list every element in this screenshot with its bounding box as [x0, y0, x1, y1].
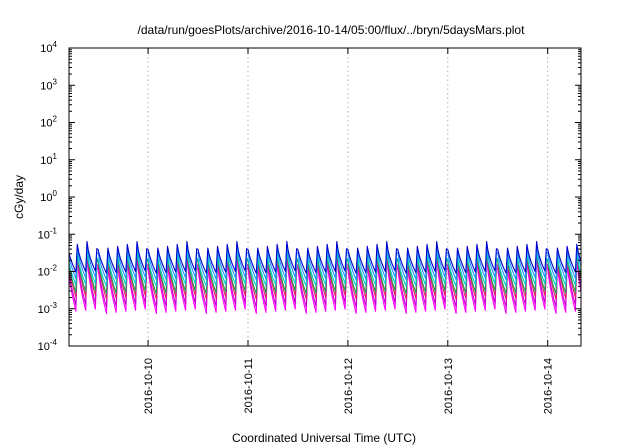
- y-tick-label: 10-2: [38, 264, 58, 279]
- grid: [147, 48, 549, 346]
- x-tick-label: 2016-10-14: [543, 358, 555, 414]
- y-tick-label: 104: [40, 40, 57, 55]
- y-tick-label: 10-3: [38, 301, 58, 316]
- series-line-7: [68, 240, 582, 274]
- x-tick-label: 2016-10-11: [243, 358, 255, 413]
- x-tick-label: 2016-10-10: [143, 358, 155, 414]
- y-tick-label: 10-1: [38, 226, 58, 241]
- y-tick-label: 102: [40, 115, 57, 130]
- x-tick-label: 2016-10-12: [343, 358, 355, 414]
- y-tick-label: 100: [40, 189, 57, 204]
- y-tick-labels: 104 103 102 101 100 10-1 10-2 10-3 10-4: [38, 40, 58, 353]
- chart-title: /data/run/goesPlots/archive/2016-10-14/0…: [138, 23, 526, 37]
- y-tick-label: 10-4: [38, 338, 58, 353]
- y-axis-label: cGy/day: [12, 175, 26, 219]
- y-tick-label: 103: [40, 77, 57, 92]
- ticks: [69, 47, 581, 347]
- x-axis-label: Coordinated Universal Time (UTC): [232, 431, 416, 445]
- x-tick-labels: 2016-10-10 2016-10-11 2016-10-12 2016-10-13…: [143, 358, 555, 414]
- y-tick-label: 101: [40, 152, 57, 167]
- x-tick-label: 2016-10-13: [443, 358, 455, 414]
- series-group: [68, 240, 582, 314]
